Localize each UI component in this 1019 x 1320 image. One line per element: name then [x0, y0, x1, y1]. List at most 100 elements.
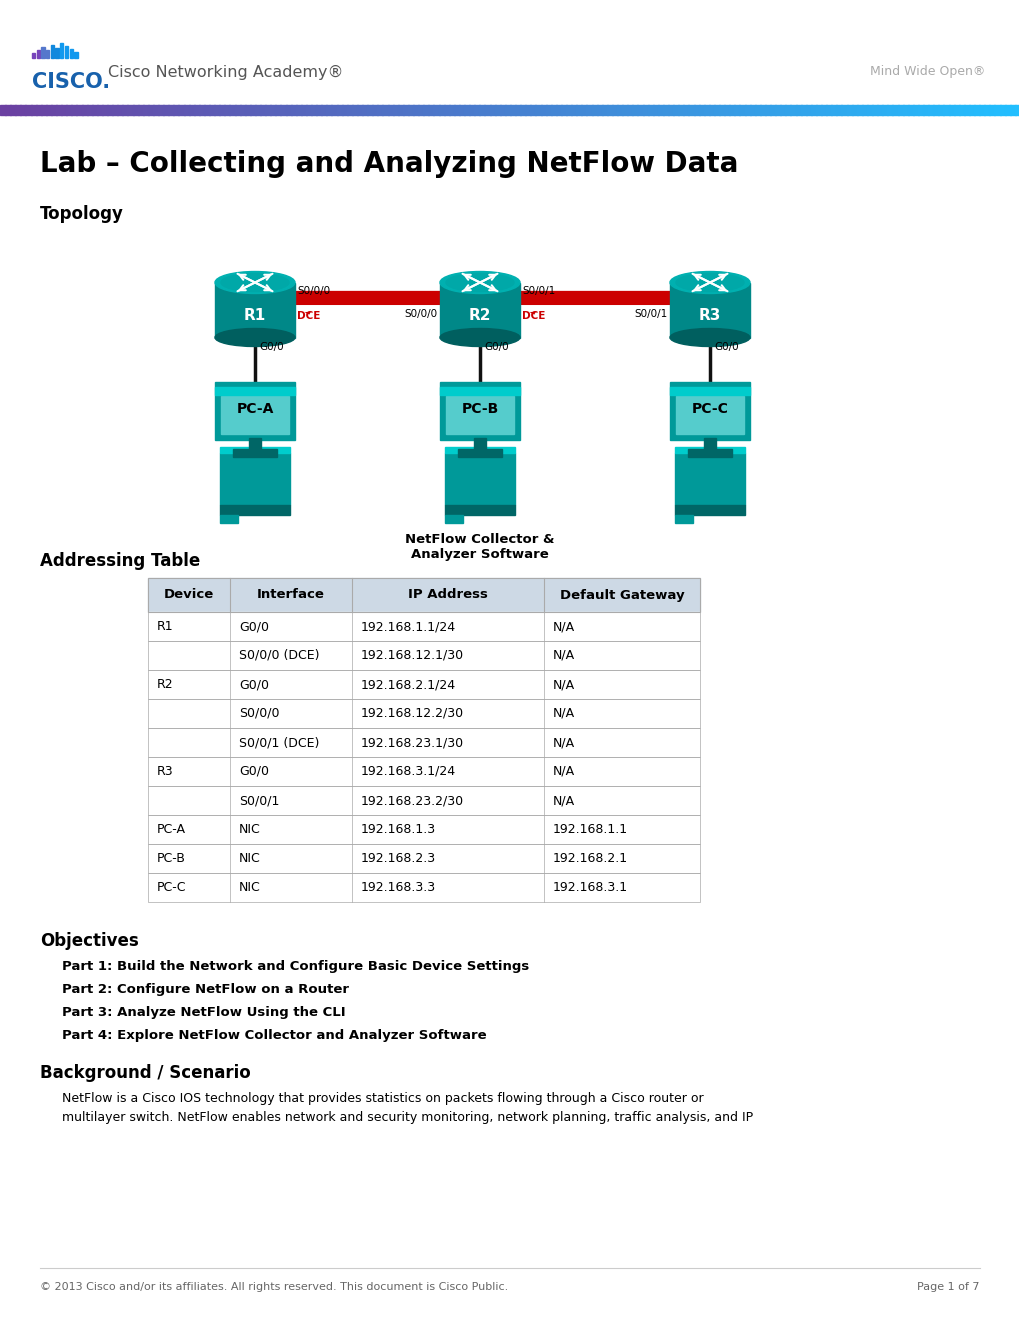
Bar	[76, 106, 83, 115]
Bar	[148, 671, 699, 700]
Bar	[97, 106, 103, 115]
Bar	[479, 106, 485, 115]
Bar	[688, 106, 694, 115]
Bar	[530, 106, 536, 115]
Text: Default Gateway: Default Gateway	[559, 589, 684, 602]
Bar	[37, 50, 40, 58]
Bar	[525, 106, 531, 115]
Bar	[943, 106, 949, 115]
Bar	[657, 106, 663, 115]
Bar	[215, 381, 294, 440]
Text: N/A: N/A	[552, 678, 575, 690]
Bar	[734, 106, 740, 115]
Bar	[999, 106, 1005, 115]
Bar	[535, 106, 541, 115]
Bar	[352, 106, 358, 115]
Bar	[46, 106, 52, 115]
Bar	[173, 106, 179, 115]
Bar	[825, 106, 832, 115]
Bar	[148, 873, 699, 902]
Text: Part 1: Build the Network and Configure Basic Device Settings: Part 1: Build the Network and Configure …	[62, 960, 529, 973]
Bar	[627, 106, 633, 115]
Bar	[785, 106, 791, 115]
Bar	[168, 106, 174, 115]
Text: DCE: DCE	[297, 312, 320, 321]
Bar	[489, 106, 495, 115]
Bar	[978, 106, 984, 115]
Bar	[296, 106, 302, 115]
Bar	[122, 106, 128, 115]
Text: N/A: N/A	[552, 766, 575, 777]
Ellipse shape	[221, 273, 288, 292]
Bar	[46, 50, 49, 58]
Bar	[148, 843, 699, 873]
Bar	[148, 756, 699, 785]
Text: R2: R2	[469, 308, 491, 322]
Bar	[836, 106, 842, 115]
Text: Device: Device	[164, 589, 214, 602]
Bar	[65, 46, 68, 58]
Text: S0/0/0 (DCE): S0/0/0 (DCE)	[238, 649, 319, 663]
Bar	[907, 106, 913, 115]
Bar	[444, 515, 463, 523]
Bar	[220, 515, 237, 523]
Bar	[413, 106, 419, 115]
Bar	[550, 106, 556, 115]
Bar	[881, 106, 888, 115]
Bar	[56, 106, 62, 115]
Bar	[968, 106, 974, 115]
Bar	[494, 106, 500, 115]
Bar	[25, 106, 32, 115]
Bar	[102, 106, 108, 115]
Bar	[739, 106, 745, 115]
Bar	[326, 106, 332, 115]
Bar	[769, 106, 775, 115]
Bar	[215, 282, 294, 338]
Bar	[215, 387, 294, 395]
Bar	[897, 106, 903, 115]
Bar	[611, 106, 618, 115]
Bar	[209, 106, 215, 115]
Text: N/A: N/A	[552, 649, 575, 663]
Text: 192.168.12.1/30: 192.168.12.1/30	[361, 649, 464, 663]
Bar	[616, 106, 623, 115]
Bar	[69, 49, 72, 58]
Bar	[642, 106, 648, 115]
Bar	[566, 106, 572, 115]
Bar	[856, 106, 862, 115]
Bar	[474, 438, 485, 450]
Bar	[439, 381, 520, 440]
Bar	[474, 106, 480, 115]
Bar	[444, 506, 515, 515]
Bar	[387, 106, 393, 115]
Bar	[382, 106, 388, 115]
Bar	[265, 106, 271, 115]
Bar	[795, 106, 801, 115]
Bar	[418, 106, 424, 115]
Bar	[937, 106, 944, 115]
Bar	[357, 106, 363, 115]
Bar	[846, 106, 852, 115]
Bar	[214, 106, 220, 115]
Bar	[163, 106, 169, 115]
Bar	[708, 106, 714, 115]
Bar	[5, 106, 11, 115]
Text: N/A: N/A	[552, 737, 575, 748]
Bar	[148, 700, 699, 729]
Bar	[255, 106, 261, 115]
Text: Background / Scenario: Background / Scenario	[40, 1064, 251, 1082]
Bar	[148, 106, 154, 115]
Bar	[148, 814, 699, 843]
Text: IP Address: IP Address	[408, 589, 487, 602]
Text: N/A: N/A	[552, 795, 575, 807]
Bar	[464, 106, 470, 115]
Bar	[301, 106, 307, 115]
Bar	[220, 447, 289, 453]
Bar	[994, 106, 1000, 115]
Bar	[148, 671, 699, 700]
Ellipse shape	[445, 273, 514, 292]
Bar	[764, 106, 770, 115]
Text: 192.168.2.1/24: 192.168.2.1/24	[361, 678, 455, 690]
Bar	[453, 106, 460, 115]
Bar	[744, 106, 750, 115]
